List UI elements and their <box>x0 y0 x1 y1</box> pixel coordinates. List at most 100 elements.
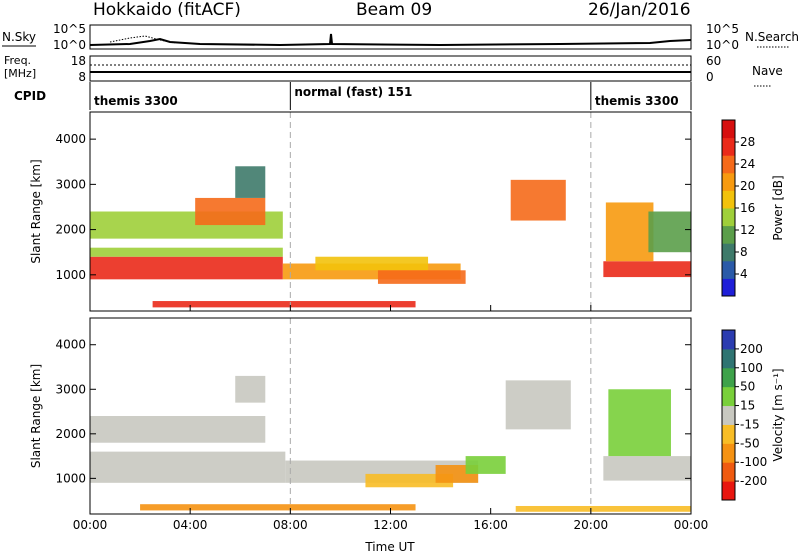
colorbar-swatch <box>722 172 735 191</box>
x-tick-label: 16:00 <box>473 518 508 532</box>
x-tick-label: 00:00 <box>73 518 108 532</box>
data-region <box>90 247 283 257</box>
nsky-tick-bottom: 10^0 <box>53 38 86 52</box>
colorbar-tick-label: 15 <box>740 399 755 413</box>
y-tick-label: 3000 <box>55 382 86 396</box>
y-tick-label: 4000 <box>55 132 86 146</box>
data-region <box>505 380 571 430</box>
cpid-segment-label: themis 3300 <box>94 94 178 108</box>
colorbar-swatch <box>722 330 735 350</box>
colorbar-tick-label: 12 <box>740 223 755 237</box>
y-tick-label: 1000 <box>55 471 86 485</box>
cpid-label: CPID <box>14 89 46 103</box>
colorbar-swatch <box>722 348 735 369</box>
velocity-panel: 1000 2000 3000 4000 00:00 04:00 08:00 12:00 16:0… <box>29 317 709 532</box>
data-region <box>152 301 416 308</box>
x-tick-label: 20:00 <box>574 518 609 532</box>
data-region <box>605 202 654 262</box>
colorbar-swatch <box>722 137 735 156</box>
colorbar-swatch <box>722 405 735 425</box>
colorbar-swatch <box>722 225 735 244</box>
data-region <box>90 256 283 280</box>
nsky-frame <box>89 24 692 50</box>
nave-label: Nave <box>752 64 783 78</box>
data-region <box>510 179 566 221</box>
colorbar-tick-label: 16 <box>740 201 755 215</box>
data-region <box>235 375 266 403</box>
nave-tick-bottom: 0 <box>706 70 714 84</box>
nsky-label: N.Sky <box>2 30 36 44</box>
colorbar-tick-label: 20 <box>740 179 755 193</box>
cpid-segment-label: normal (fast) 151 <box>294 85 412 99</box>
beam-title: Beam 09 <box>356 0 433 20</box>
colorbar-tick-label: -200 <box>740 474 767 488</box>
colorbar-swatch <box>722 481 735 501</box>
data-region <box>515 505 691 512</box>
freq-frame <box>89 55 692 82</box>
nave-tick-top: 60 <box>706 54 721 68</box>
y-axis-label: Slant Range [km] <box>29 159 43 263</box>
freq-tick-top: 18 <box>71 54 86 68</box>
y-axis-label: Slant Range [km] <box>29 364 43 468</box>
colorbar-tick-label: -15 <box>740 417 760 431</box>
cpid-segment-label: themis 3300 <box>595 94 679 108</box>
date-title: 26/Jan/2016 <box>588 0 691 20</box>
colorbar-swatch <box>722 462 735 482</box>
freq-label-line2: [MHz] <box>4 67 36 80</box>
colorbar-tick-label: 50 <box>740 380 755 394</box>
colorbar-swatch <box>722 386 735 407</box>
colorbar-tick-label: 28 <box>740 135 755 149</box>
y-tick-label: 1000 <box>55 268 86 282</box>
colorbar-label: Velocity [m s⁻¹] <box>771 368 785 461</box>
nsky-tick-top: 10^5 <box>53 22 86 36</box>
colorbar-swatch <box>722 278 735 297</box>
cpid-row: CPID themis 3300 normal (fast) 151 themis … <box>14 82 692 110</box>
data-region <box>235 166 266 198</box>
colorbar-label: Power [dB] <box>771 175 785 240</box>
colorbar-tick-label: -50 <box>740 436 760 450</box>
colorbar-swatch <box>722 424 735 444</box>
nsky-panel: N.Sky 10^5 10^0 10^5 10^0 N.Search <box>2 22 799 52</box>
colorbar-swatch <box>722 367 735 388</box>
y-tick-label: 2000 <box>55 223 86 237</box>
power-panel: 1000 2000 3000 4000 Slant Range [km] <box>29 111 692 312</box>
data-region <box>140 504 416 511</box>
freq-label-line1: Freq. <box>4 54 31 67</box>
colorbar-tick-label: 200 <box>740 342 763 356</box>
y-tick-label: 3000 <box>55 177 86 191</box>
data-region <box>377 270 466 284</box>
data-region <box>648 211 691 253</box>
colorbar-swatch <box>722 260 735 279</box>
data-region <box>315 256 429 271</box>
data-region <box>603 261 691 278</box>
data-region <box>195 197 266 226</box>
colorbar-swatch <box>722 190 735 209</box>
nsearch-tick-top: 10^5 <box>706 22 739 36</box>
x-axis-label: Time UT <box>364 540 415 554</box>
data-region <box>90 416 266 443</box>
y-tick-label: 2000 <box>55 427 86 441</box>
x-tick-label: 04:00 <box>173 518 208 532</box>
nsky-trace <box>89 33 692 47</box>
power-colorbar: 4 8 12 16 20 24 28 Power [dB] <box>721 119 785 297</box>
y-tick-label: 4000 <box>55 338 86 352</box>
nsearch-label: N.Search <box>745 30 799 44</box>
colorbar-swatch <box>722 443 735 463</box>
colorbar-frame <box>721 329 736 501</box>
data-region <box>608 389 671 457</box>
x-tick-label: 08:00 <box>273 518 308 532</box>
colorbar-tick-label: 8 <box>740 245 748 259</box>
colorbar-tick-label: 24 <box>740 157 755 171</box>
data-region <box>603 456 691 481</box>
colorbar-swatch <box>722 155 735 174</box>
colorbar-tick-label: 4 <box>740 267 748 281</box>
x-tick-label: 00:00 <box>674 518 709 532</box>
velocity-colorbar: -200 -100 -50 -15 15 50 100 200 Velocity [m s⁻¹] <box>721 329 785 501</box>
colorbar-swatch <box>722 120 735 139</box>
colorbar-tick-label: 100 <box>740 361 763 375</box>
data-region <box>365 473 454 488</box>
data-region <box>90 451 286 483</box>
colorbar-swatch <box>722 208 735 227</box>
freq-tick-bottom: 8 <box>78 70 86 84</box>
